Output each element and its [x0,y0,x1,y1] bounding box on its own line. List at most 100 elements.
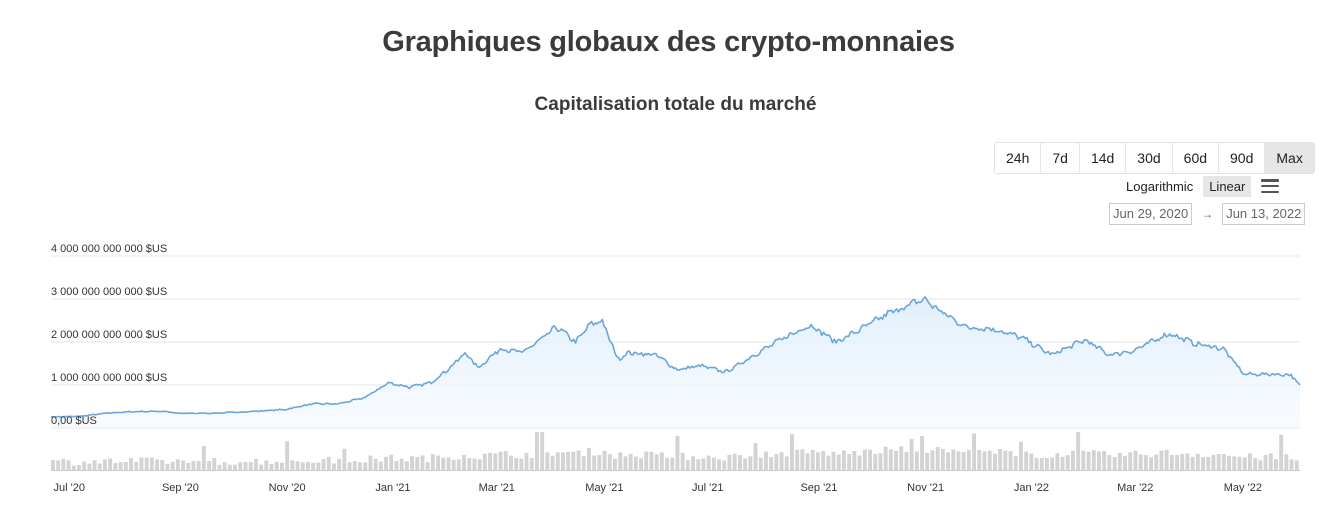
volume-bar [378,461,383,470]
volume-bar [1221,454,1226,470]
volume-bar [456,459,461,470]
volume-bar [862,449,867,470]
volume-bar [894,450,898,470]
volume-bar [1076,432,1081,470]
volume-bar [233,464,237,470]
volume-bar [259,464,264,470]
volume-bar [722,460,727,470]
x-tick-label: Jul '21 [692,482,723,494]
volume-bar [1263,455,1268,470]
volume-bar [909,439,914,470]
volume-bar [118,462,123,470]
volume-bar [790,434,794,470]
volume-bar [509,455,513,470]
volume-bar [1019,441,1023,470]
volume-bar [706,455,711,470]
volume-bar [373,458,378,470]
y-tick-label: 3 000 000 000 000 $US [51,286,167,298]
range-button-max[interactable]: Max [1264,143,1314,173]
volume-bar [181,460,185,470]
volume-bar [701,458,706,470]
volume-bar [1029,453,1034,470]
volume-bar [529,458,534,470]
volume-bar [925,453,930,470]
volume-bar [576,450,581,470]
volume-bar [727,454,732,470]
volume-bar [498,451,503,470]
volume-bar [196,461,201,470]
volume-bar [436,455,440,470]
volume-bar [1206,457,1211,470]
x-tick-label: Jul '20 [53,482,84,494]
volume-bar [410,456,414,470]
volume-bar [477,459,482,470]
volume-bar [1060,456,1065,470]
volume-bar [847,454,852,470]
volume-bar [873,453,878,470]
volume-bar [550,455,555,470]
date-from-input[interactable]: Jun 29, 2020 [1109,203,1193,225]
volume-bar [415,457,420,470]
volume-bar [1081,450,1086,470]
volume-bar [566,451,571,470]
volume-bar [1045,458,1049,470]
y-tick-label: 1 000 000 000 000 $US [51,372,167,384]
volume-bar [306,462,310,470]
date-to-input[interactable]: Jun 13, 2022 [1222,203,1306,225]
volume-bar [639,458,643,470]
volume-bar [972,433,976,470]
volume-bar [1071,450,1075,470]
logarithmic-button[interactable]: Logarithmic [1126,178,1194,194]
volume-bar [300,462,305,470]
volume-bar [514,458,519,470]
volume-bar [883,446,888,470]
volume-bar [540,432,545,470]
volume-bar [280,462,284,470]
volume-bar [97,463,102,470]
volume-bar [108,458,113,470]
range-button-14d[interactable]: 14d [1078,143,1126,173]
volume-bar [878,453,883,470]
volume-bar [316,462,321,470]
volume-bar [488,452,492,470]
volume-bar [961,452,966,470]
hamburger-menu-icon[interactable] [1261,179,1280,193]
volume-bar [1039,458,1044,470]
linear-button[interactable]: Linear [1203,175,1252,197]
volume-bar [358,462,362,470]
volume-bar [254,458,258,470]
volume-bar [842,450,846,470]
volume-bar [56,460,61,470]
x-tick-label: May '21 [585,482,623,494]
volume-bar [748,456,753,470]
volume-bar [1169,455,1174,470]
volume-bar [753,443,758,470]
volume-bar [805,453,810,470]
volume-bar [1289,459,1294,470]
volume-bar [1180,454,1185,470]
volume-bar [87,463,92,470]
volume-bar [92,460,97,470]
volume-bar [519,458,524,470]
volume-bar [654,454,659,470]
x-tick-label: Jan '22 [1014,482,1049,494]
x-tick-label: Sep '20 [162,482,199,494]
volume-bar [769,457,774,470]
volume-bar [430,454,435,470]
range-button-7d[interactable]: 7d [1040,143,1079,173]
range-button-60d[interactable]: 60d [1171,143,1219,173]
volume-bar [175,459,180,470]
volume-bar [404,461,409,470]
volume-bar [592,455,597,470]
range-button-24h[interactable]: 24h [995,143,1041,173]
volume-bar [852,451,857,470]
volume-bar [711,457,716,470]
volume-bar [738,455,742,470]
y-tick-label: 0,00 $US [51,415,97,427]
date-arrow-icon: → [1201,207,1214,221]
volume-bar [467,458,472,470]
range-button-90d[interactable]: 90d [1218,143,1265,173]
volume-bar [165,463,170,470]
range-button-30d[interactable]: 30d [1125,143,1172,173]
